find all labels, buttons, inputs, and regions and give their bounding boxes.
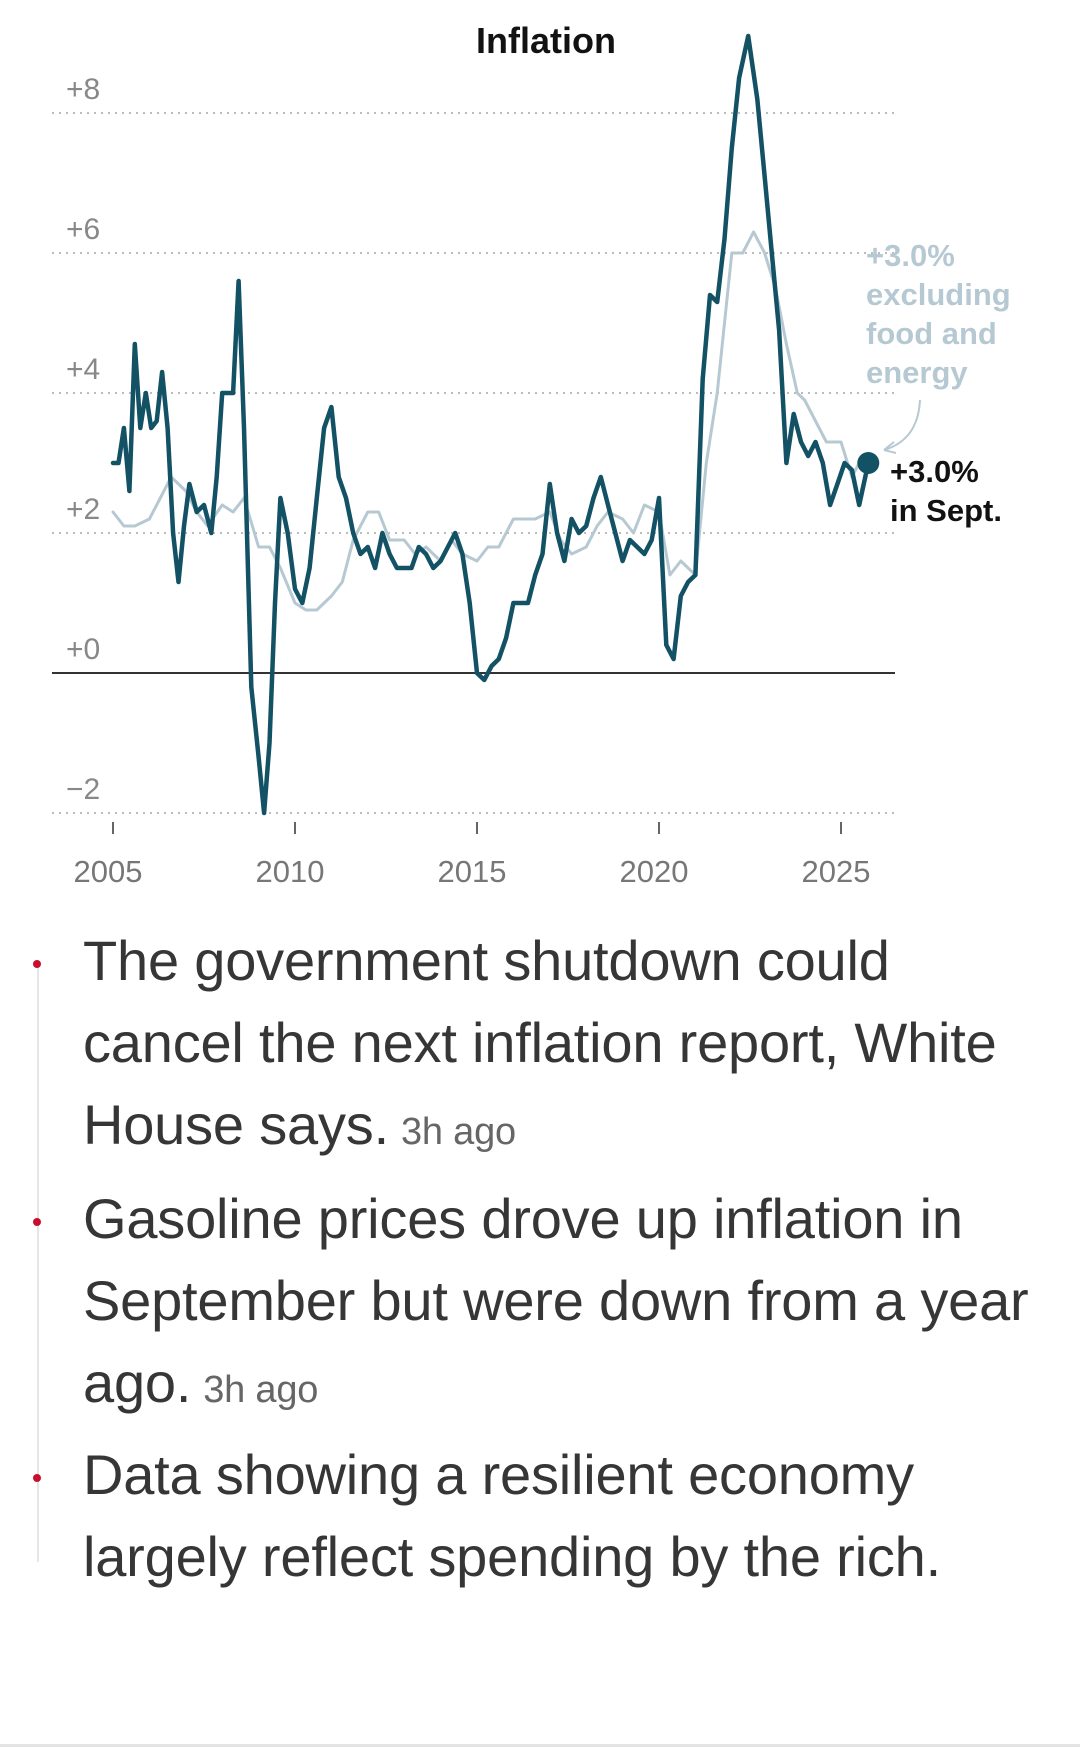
timeline-line [37,962,39,1562]
core-series-label: excluding [866,277,1011,312]
y-tick-label: +6 [66,213,100,246]
inflation-chart: Inflation +8+6+4+2+0−2 2005 2010 2015 2020 2… [52,20,1011,889]
x-tick-label: 2025 [802,854,871,889]
news-item-shutdown[interactable]: The government shutdown could cancel the… [83,920,1043,1173]
y-tick-label: +4 [66,353,100,386]
x-tick-label: 2005 [74,854,143,889]
news-item-resilient-economy[interactable]: Data showing a resilient economy largely… [83,1434,1043,1598]
core-series-label: +3.0% [866,238,955,273]
core-label-arrow [883,399,921,451]
bullet-dot [33,1218,41,1226]
news-item-timestamp: 3h ago [203,1369,319,1411]
bullet-dot [33,1474,41,1482]
x-tick-label: 2015 [438,854,507,889]
core-label-arrowhead [883,441,897,454]
bottom-divider [0,1744,1080,1747]
news-item-timestamp: 3h ago [400,1111,516,1153]
x-axis-ticks: 2005 2010 2015 2020 2025 [74,822,871,889]
news-item-gasoline[interactable]: Gasoline prices drove up inflation in Se… [83,1178,1043,1431]
endpoint-dot [857,452,880,474]
annotations: +3.0% excluding food and energy +3.0% in Sept… [857,238,1011,528]
series-lines [110,33,871,816]
news-item-headline[interactable]: Gasoline prices drove up inflation in Se… [83,1187,1029,1414]
headline-series-label: in Sept. [890,493,1002,528]
core-inflation-line [111,230,870,612]
y-tick-label: +2 [66,493,100,526]
x-tick-label: 2020 [620,854,689,889]
news-item-headline[interactable]: The government shutdown could cancel the… [83,929,997,1156]
y-tick-label: +0 [66,633,100,666]
news-item-headline[interactable]: Data showing a resilient economy largely… [83,1443,941,1588]
y-tick-label: +8 [66,73,100,106]
headline-series-label: +3.0% [890,454,979,489]
core-series-label: food and [866,316,997,351]
y-tick-label: −2 [66,773,100,806]
x-tick-label: 2010 [256,854,325,889]
gridlines [52,112,895,814]
core-series-label: energy [866,355,968,390]
y-axis-labels: +8 +6 +4 +2 +0 −2 [66,73,100,806]
chart-title: Inflation [476,20,616,61]
bullet-dot [33,960,41,968]
headline-inflation-line [110,33,871,816]
